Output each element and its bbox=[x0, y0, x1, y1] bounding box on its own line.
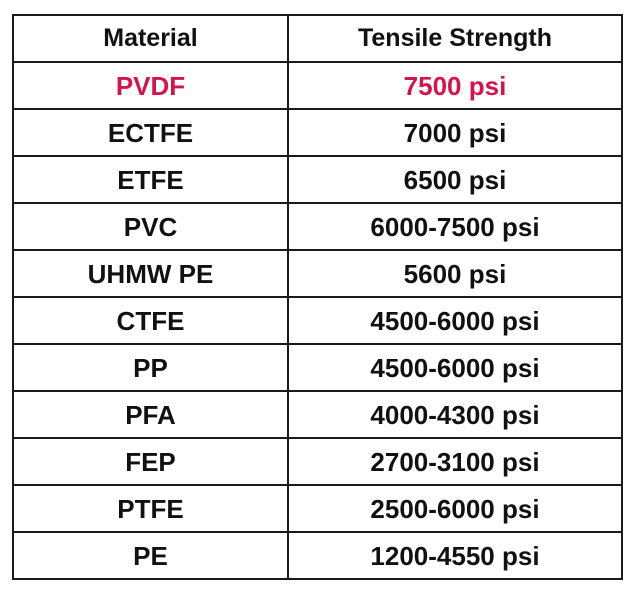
strength-cell: 7500 psi bbox=[287, 61, 623, 110]
material-cell: ECTFE bbox=[12, 108, 289, 157]
header-tensile-strength: Tensile Strength bbox=[287, 14, 623, 63]
table-row: PVC 6000-7500 psi bbox=[12, 202, 623, 251]
table-header-row: Material Tensile Strength bbox=[12, 14, 623, 63]
header-material: Material bbox=[12, 14, 289, 63]
material-cell: PFA bbox=[12, 390, 289, 439]
table-row: ETFE 6500 psi bbox=[12, 155, 623, 204]
table-row: ECTFE 7000 psi bbox=[12, 108, 623, 157]
strength-cell: 6000-7500 psi bbox=[287, 202, 623, 251]
tensile-strength-table-container: Material Tensile Strength PVDF 7500 psi … bbox=[12, 14, 623, 580]
tensile-strength-table: Material Tensile Strength PVDF 7500 psi … bbox=[12, 14, 623, 580]
strength-cell: 1200-4550 psi bbox=[287, 531, 623, 580]
strength-cell: 4500-6000 psi bbox=[287, 343, 623, 392]
table-row: PFA 4000-4300 psi bbox=[12, 390, 623, 439]
material-cell: FEP bbox=[12, 437, 289, 486]
table-row: CTFE 4500-6000 psi bbox=[12, 296, 623, 345]
strength-cell: 6500 psi bbox=[287, 155, 623, 204]
material-cell: PTFE bbox=[12, 484, 289, 533]
strength-cell: 2700-3100 psi bbox=[287, 437, 623, 486]
material-cell: PVC bbox=[12, 202, 289, 251]
table-row: PVDF 7500 psi bbox=[12, 61, 623, 110]
table-row: UHMW PE 5600 psi bbox=[12, 249, 623, 298]
strength-cell: 5600 psi bbox=[287, 249, 623, 298]
material-cell: PP bbox=[12, 343, 289, 392]
strength-cell: 4500-6000 psi bbox=[287, 296, 623, 345]
table-row: PTFE 2500-6000 psi bbox=[12, 484, 623, 533]
table-row: PE 1200-4550 psi bbox=[12, 531, 623, 580]
material-cell: UHMW PE bbox=[12, 249, 289, 298]
material-cell: PVDF bbox=[12, 61, 289, 110]
material-cell: CTFE bbox=[12, 296, 289, 345]
table-row: FEP 2700-3100 psi bbox=[12, 437, 623, 486]
strength-cell: 7000 psi bbox=[287, 108, 623, 157]
table-row: PP 4500-6000 psi bbox=[12, 343, 623, 392]
material-cell: PE bbox=[12, 531, 289, 580]
material-cell: ETFE bbox=[12, 155, 289, 204]
strength-cell: 2500-6000 psi bbox=[287, 484, 623, 533]
strength-cell: 4000-4300 psi bbox=[287, 390, 623, 439]
